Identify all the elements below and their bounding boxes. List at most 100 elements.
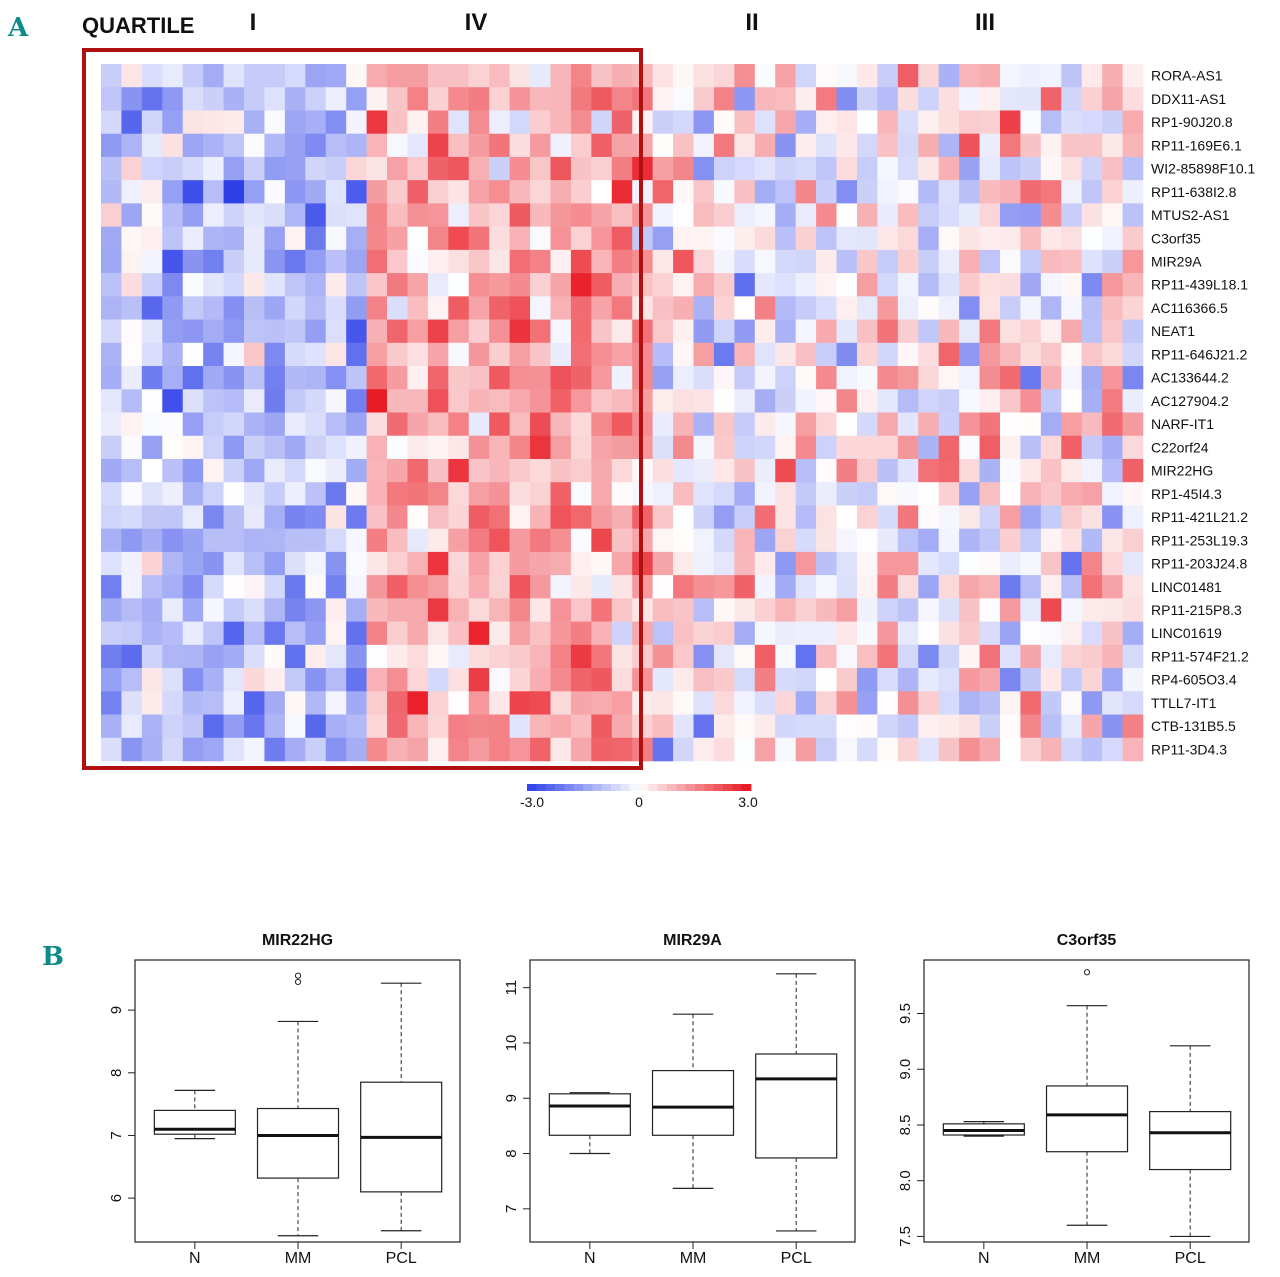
heatmap-cell xyxy=(427,598,449,622)
heatmap-cell xyxy=(652,226,674,251)
heatmap-cell xyxy=(244,133,265,158)
heatmap-cell xyxy=(468,737,490,762)
heatmap-cell xyxy=(1020,87,1042,111)
x-tick-label: N xyxy=(978,1250,990,1267)
heatmap-cell xyxy=(427,528,449,553)
heatmap-cell xyxy=(795,505,817,529)
quartile-header: QUARTILE xyxy=(82,13,194,38)
heatmap-cell xyxy=(448,412,470,437)
heatmap-cell xyxy=(999,528,1021,553)
heatmap-cell xyxy=(959,505,980,529)
heatmap-cell xyxy=(570,273,592,297)
heatmap-cell xyxy=(693,64,715,88)
heatmap-cell xyxy=(101,575,122,599)
heatmap-cell xyxy=(1081,249,1103,274)
heatmap-cell xyxy=(877,691,899,715)
heatmap-cell xyxy=(284,366,306,390)
heatmap-cell xyxy=(182,203,204,227)
heatmap-cell xyxy=(121,133,143,158)
heatmap-cell xyxy=(203,412,224,437)
heatmap-cell xyxy=(836,551,858,576)
heatmap-cell xyxy=(182,296,204,320)
heatmap-cell xyxy=(673,273,694,297)
heatmap-cell xyxy=(448,389,470,413)
scale-swatch xyxy=(536,784,547,791)
heatmap-cell xyxy=(1102,180,1123,204)
heatmap-cell xyxy=(673,691,694,715)
heatmap-cell xyxy=(693,621,715,646)
heatmap-cell xyxy=(101,87,122,111)
heatmap-cell xyxy=(203,482,224,506)
heatmap-cell xyxy=(693,528,715,553)
heatmap-cell xyxy=(203,389,224,413)
heatmap-cell xyxy=(530,505,551,529)
heatmap-cell xyxy=(856,273,878,297)
heatmap-cell xyxy=(244,180,265,204)
heatmap-cell xyxy=(305,668,327,692)
heatmap-cell xyxy=(979,64,1001,88)
heatmap-cell xyxy=(754,621,776,646)
heatmap-cell xyxy=(591,296,613,320)
heatmap-cell xyxy=(775,505,796,529)
heatmap-cell xyxy=(489,551,510,576)
heatmap-cell xyxy=(550,389,572,413)
heatmap-cell xyxy=(427,366,449,390)
heatmap-cell xyxy=(734,482,756,506)
heatmap-cell xyxy=(305,714,327,739)
heatmap-cell xyxy=(591,389,613,413)
heatmap-cell xyxy=(203,505,224,529)
heatmap-cell xyxy=(203,528,224,553)
heatmap-cell xyxy=(530,412,551,437)
heatmap-cell xyxy=(959,180,980,204)
heatmap-cell xyxy=(366,458,388,483)
box xyxy=(1045,1085,1129,1153)
heatmap-cell xyxy=(611,505,633,529)
heatmap-cell xyxy=(325,737,347,762)
heatmap-cell xyxy=(918,644,939,669)
heatmap-cell xyxy=(1020,621,1042,646)
heatmap-cell xyxy=(816,644,837,669)
heatmap-cell xyxy=(693,156,715,181)
heatmap-cell xyxy=(897,87,919,111)
heatmap-cell xyxy=(979,226,1001,251)
heatmap-cell xyxy=(836,319,858,344)
heatmap-cell xyxy=(795,598,817,622)
heatmap-cell xyxy=(162,435,184,460)
heatmap-cell xyxy=(448,180,470,204)
heatmap-cell xyxy=(305,575,327,599)
heatmap-cell xyxy=(611,435,633,460)
heatmap-cell xyxy=(652,319,674,344)
heatmap-cell xyxy=(754,87,776,111)
heatmap-cell xyxy=(836,598,858,622)
y-tick-label: 6 xyxy=(108,1194,125,1202)
heatmap-cell xyxy=(999,366,1021,390)
heatmap-cell xyxy=(305,482,327,506)
heatmap-cell xyxy=(713,156,735,181)
heatmap-cell xyxy=(713,226,735,251)
heatmap-cell xyxy=(918,64,939,88)
heatmap-cell xyxy=(713,180,735,204)
heatmap-cell xyxy=(897,296,919,320)
heatmap-cell xyxy=(570,87,592,111)
heatmap-cell xyxy=(959,621,980,646)
heatmap-cell xyxy=(1102,110,1123,134)
heatmap-cell xyxy=(673,644,694,669)
heatmap-cell xyxy=(979,342,1001,367)
heatmap-cell xyxy=(101,156,122,181)
heatmap-cell xyxy=(305,551,327,576)
heatmap-cell xyxy=(223,598,245,622)
heatmap-cell xyxy=(325,273,347,297)
heatmap-cell xyxy=(223,482,245,506)
heatmap-cell xyxy=(693,389,715,413)
heatmap-cell xyxy=(1040,366,1062,390)
heatmap-cell xyxy=(611,691,633,715)
heatmap-cell xyxy=(877,64,899,88)
heatmap-cell xyxy=(877,668,899,692)
heatmap-cell xyxy=(856,226,878,251)
heatmap-cell xyxy=(591,110,613,134)
heatmap-cell xyxy=(1081,133,1103,158)
heatmap-cell xyxy=(366,273,388,297)
heatmap-cell xyxy=(673,598,694,622)
heatmap-cell xyxy=(570,598,592,622)
